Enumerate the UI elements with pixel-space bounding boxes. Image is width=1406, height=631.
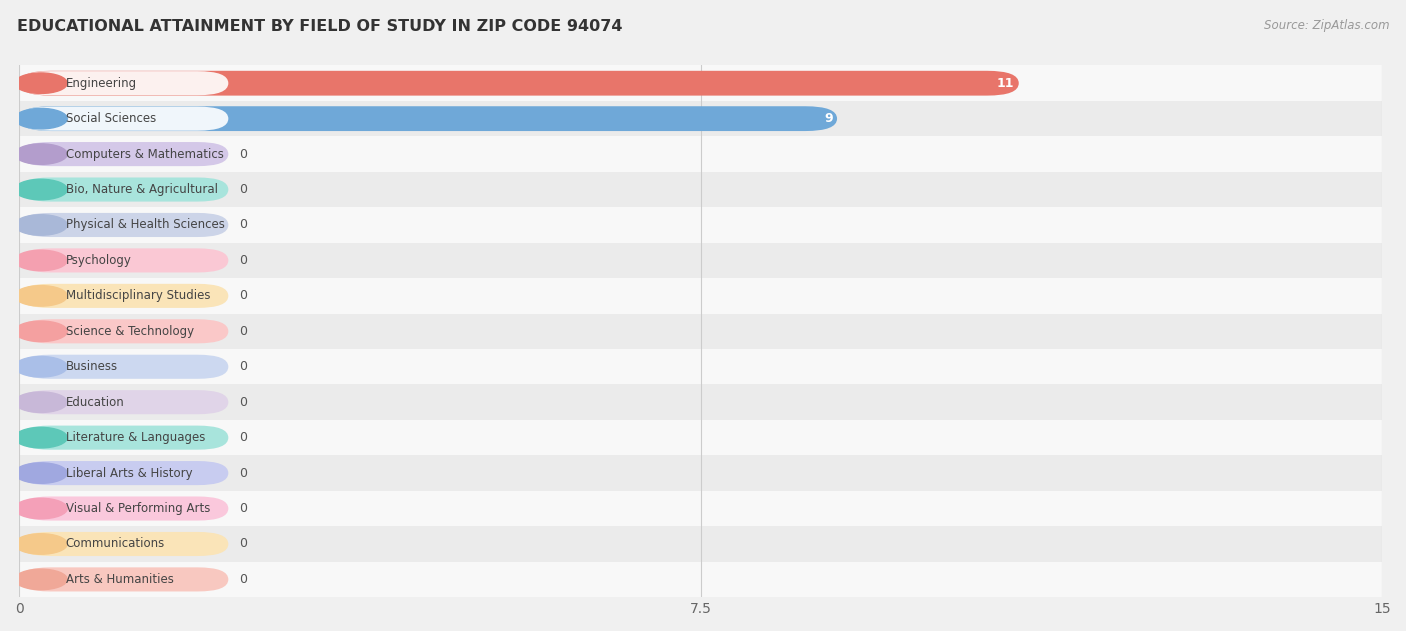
FancyBboxPatch shape (20, 107, 228, 131)
Text: 11: 11 (997, 77, 1014, 90)
FancyBboxPatch shape (20, 106, 837, 131)
Circle shape (14, 179, 67, 200)
Bar (20, 420, 1382, 456)
Text: 0: 0 (239, 466, 247, 480)
FancyBboxPatch shape (20, 567, 228, 591)
FancyBboxPatch shape (20, 284, 228, 308)
Text: 0: 0 (239, 573, 247, 586)
Text: Bio, Nature & Agricultural: Bio, Nature & Agricultural (66, 183, 218, 196)
Bar (20, 101, 1382, 136)
Circle shape (14, 569, 67, 589)
Circle shape (14, 73, 67, 93)
Bar (20, 491, 1382, 526)
FancyBboxPatch shape (20, 71, 1019, 96)
Text: Computers & Mathematics: Computers & Mathematics (66, 148, 224, 161)
Text: Liberal Arts & History: Liberal Arts & History (66, 466, 193, 480)
Text: 0: 0 (239, 290, 247, 302)
FancyBboxPatch shape (20, 249, 228, 273)
Text: 0: 0 (239, 396, 247, 409)
Bar (20, 456, 1382, 491)
Text: Communications: Communications (66, 538, 165, 550)
Bar (20, 136, 1382, 172)
Circle shape (14, 144, 67, 164)
Text: Social Sciences: Social Sciences (66, 112, 156, 125)
Bar (20, 172, 1382, 207)
Circle shape (14, 534, 67, 554)
Text: Physical & Health Sciences: Physical & Health Sciences (66, 218, 225, 232)
Bar (20, 562, 1382, 597)
Text: Source: ZipAtlas.com: Source: ZipAtlas.com (1264, 19, 1389, 32)
Text: 9: 9 (824, 112, 832, 125)
Text: Education: Education (66, 396, 125, 409)
Circle shape (14, 286, 67, 306)
Circle shape (14, 357, 67, 377)
Text: Science & Technology: Science & Technology (66, 325, 194, 338)
Text: 0: 0 (239, 183, 247, 196)
FancyBboxPatch shape (20, 319, 228, 343)
Circle shape (14, 215, 67, 235)
Text: 0: 0 (239, 538, 247, 550)
Circle shape (14, 109, 67, 129)
Text: Literature & Languages: Literature & Languages (66, 431, 205, 444)
FancyBboxPatch shape (20, 355, 228, 379)
Bar (20, 349, 1382, 384)
Bar (20, 278, 1382, 314)
FancyBboxPatch shape (20, 213, 228, 237)
Text: 0: 0 (239, 148, 247, 161)
Text: Business: Business (66, 360, 118, 374)
Circle shape (14, 250, 67, 271)
FancyBboxPatch shape (20, 142, 228, 166)
Text: Engineering: Engineering (66, 77, 136, 90)
Text: 0: 0 (239, 254, 247, 267)
Bar (20, 384, 1382, 420)
FancyBboxPatch shape (20, 461, 228, 485)
Text: Arts & Humanities: Arts & Humanities (66, 573, 173, 586)
Circle shape (14, 498, 67, 519)
Bar (20, 66, 1382, 101)
Text: 0: 0 (239, 218, 247, 232)
Bar (20, 207, 1382, 243)
Text: Visual & Performing Arts: Visual & Performing Arts (66, 502, 209, 515)
FancyBboxPatch shape (20, 390, 228, 414)
Circle shape (14, 321, 67, 341)
FancyBboxPatch shape (20, 532, 228, 556)
FancyBboxPatch shape (20, 425, 228, 450)
FancyBboxPatch shape (20, 71, 228, 95)
Bar (20, 314, 1382, 349)
FancyBboxPatch shape (20, 497, 228, 521)
Bar (20, 526, 1382, 562)
Text: Multidisciplinary Studies: Multidisciplinary Studies (66, 290, 211, 302)
Circle shape (14, 392, 67, 413)
Text: 0: 0 (239, 325, 247, 338)
Text: 0: 0 (239, 431, 247, 444)
Text: 0: 0 (239, 360, 247, 374)
FancyBboxPatch shape (20, 177, 228, 201)
Text: EDUCATIONAL ATTAINMENT BY FIELD OF STUDY IN ZIP CODE 94074: EDUCATIONAL ATTAINMENT BY FIELD OF STUDY… (17, 19, 623, 34)
Circle shape (14, 427, 67, 448)
Bar (20, 243, 1382, 278)
Text: 0: 0 (239, 502, 247, 515)
Text: Psychology: Psychology (66, 254, 132, 267)
Circle shape (14, 463, 67, 483)
